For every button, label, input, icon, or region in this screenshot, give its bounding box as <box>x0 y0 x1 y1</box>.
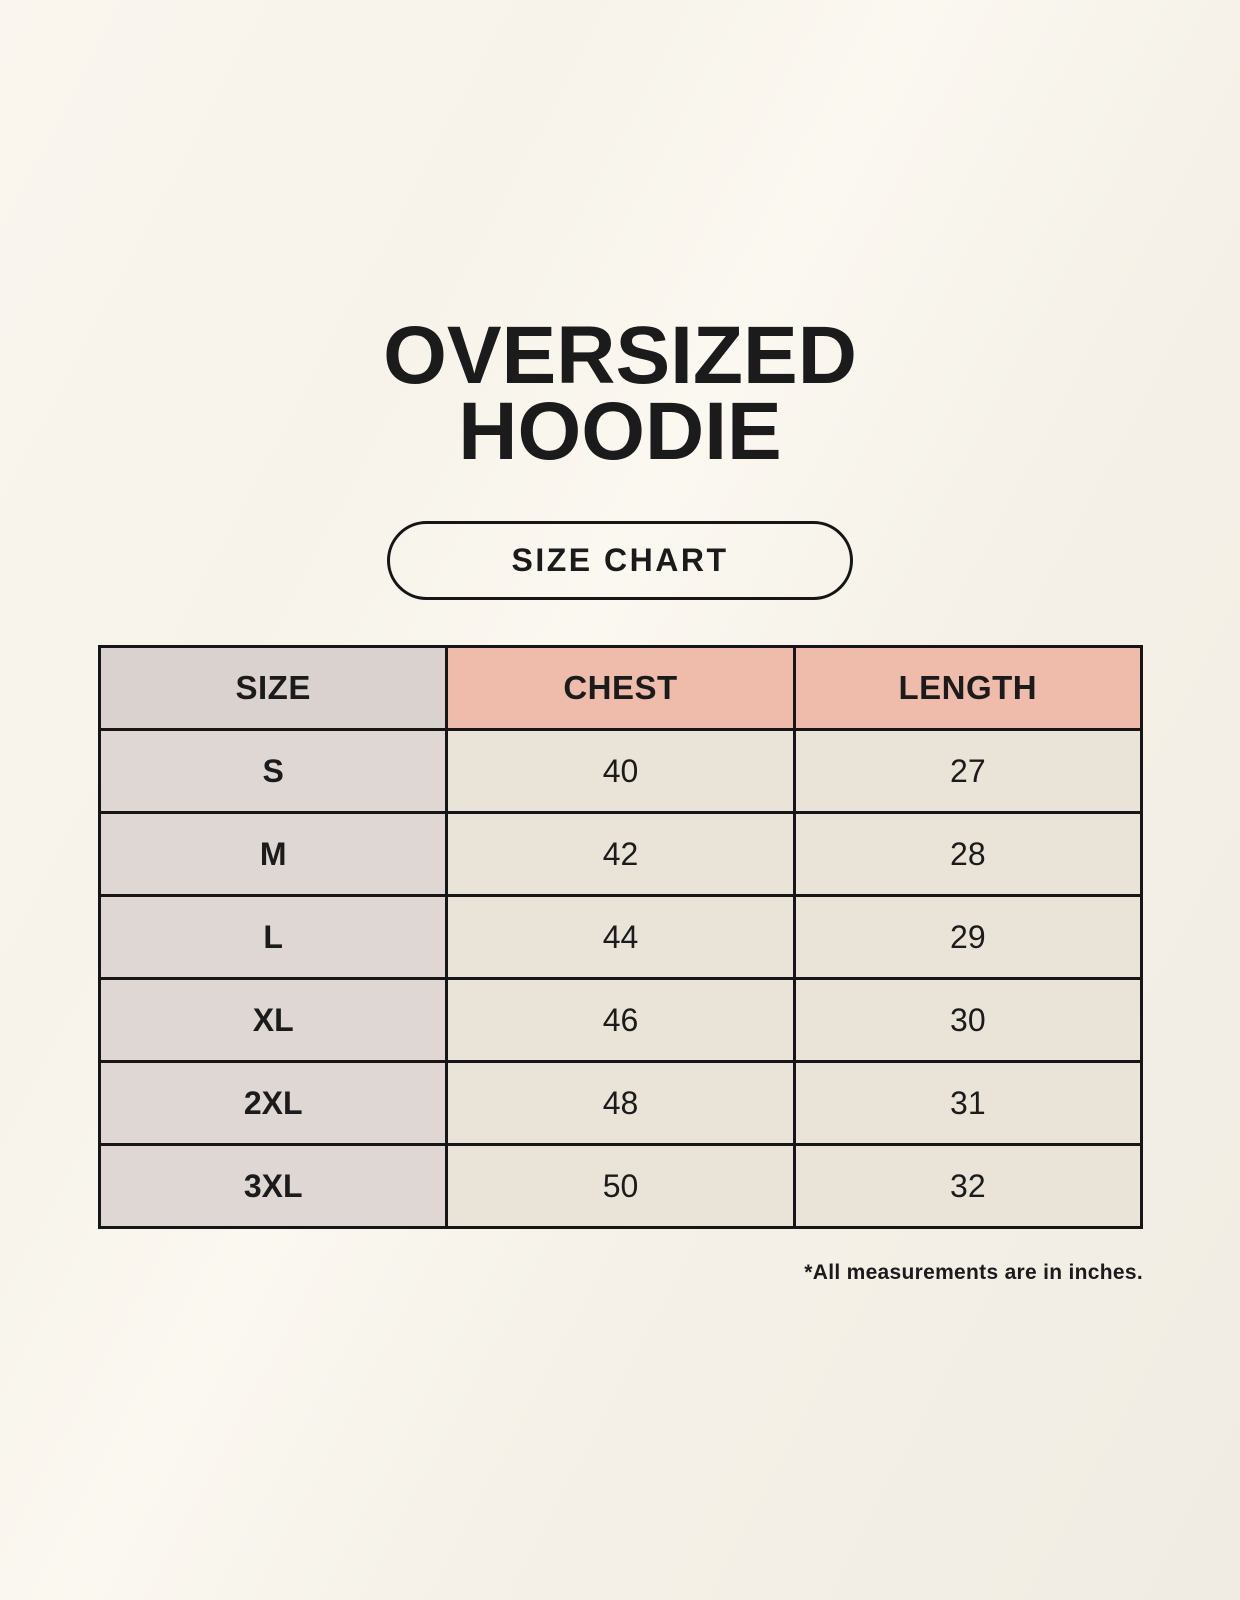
size-chart-table: SIZE CHEST LENGTH S 40 27 M 42 28 L <box>97 645 1144 1229</box>
length-value: 28 <box>792 811 1144 897</box>
size-chart-badge-label: SIZE CHART <box>511 542 729 578</box>
size-label: 2XL <box>97 1060 449 1146</box>
size-label: S <box>97 728 449 814</box>
table-row: M 42 28 <box>97 811 1144 897</box>
table-header-row: SIZE CHEST LENGTH <box>97 645 1144 731</box>
chest-value: 46 <box>445 977 796 1063</box>
measurements-footnote: *All measurements are in inches. <box>804 1261 1143 1284</box>
table-row: S 40 27 <box>97 728 1144 814</box>
table-row: L 44 29 <box>97 894 1144 980</box>
column-header-chest: CHEST <box>445 645 796 731</box>
column-header-size: SIZE <box>97 645 449 731</box>
product-title-line2: HOODIE <box>458 386 782 478</box>
chest-value: 44 <box>445 894 796 980</box>
chest-value: 40 <box>445 728 796 814</box>
table-row: 3XL 50 32 <box>97 1143 1144 1229</box>
length-value: 29 <box>792 894 1144 980</box>
size-label: 3XL <box>97 1143 449 1229</box>
size-label: XL <box>97 977 449 1063</box>
table-row: 2XL 48 31 <box>97 1060 1144 1146</box>
length-value: 32 <box>792 1143 1144 1229</box>
chest-value: 42 <box>445 811 796 897</box>
size-label: L <box>97 894 449 980</box>
chest-value: 48 <box>445 1060 796 1146</box>
length-value: 30 <box>792 977 1144 1063</box>
size-chart-badge: SIZE CHART <box>387 521 853 600</box>
length-value: 27 <box>792 728 1144 814</box>
size-label: M <box>97 811 449 897</box>
product-title-line1: OVERSIZED <box>383 310 857 401</box>
product-title: OVERSIZED HOODIE <box>0 315 1240 473</box>
length-value: 31 <box>792 1060 1144 1146</box>
table-row: XL 46 30 <box>97 977 1144 1063</box>
column-header-length: LENGTH <box>792 645 1144 731</box>
chest-value: 50 <box>445 1143 796 1229</box>
size-chart-table-container: SIZE CHEST LENGTH S 40 27 M 42 28 L <box>97 645 1144 1229</box>
